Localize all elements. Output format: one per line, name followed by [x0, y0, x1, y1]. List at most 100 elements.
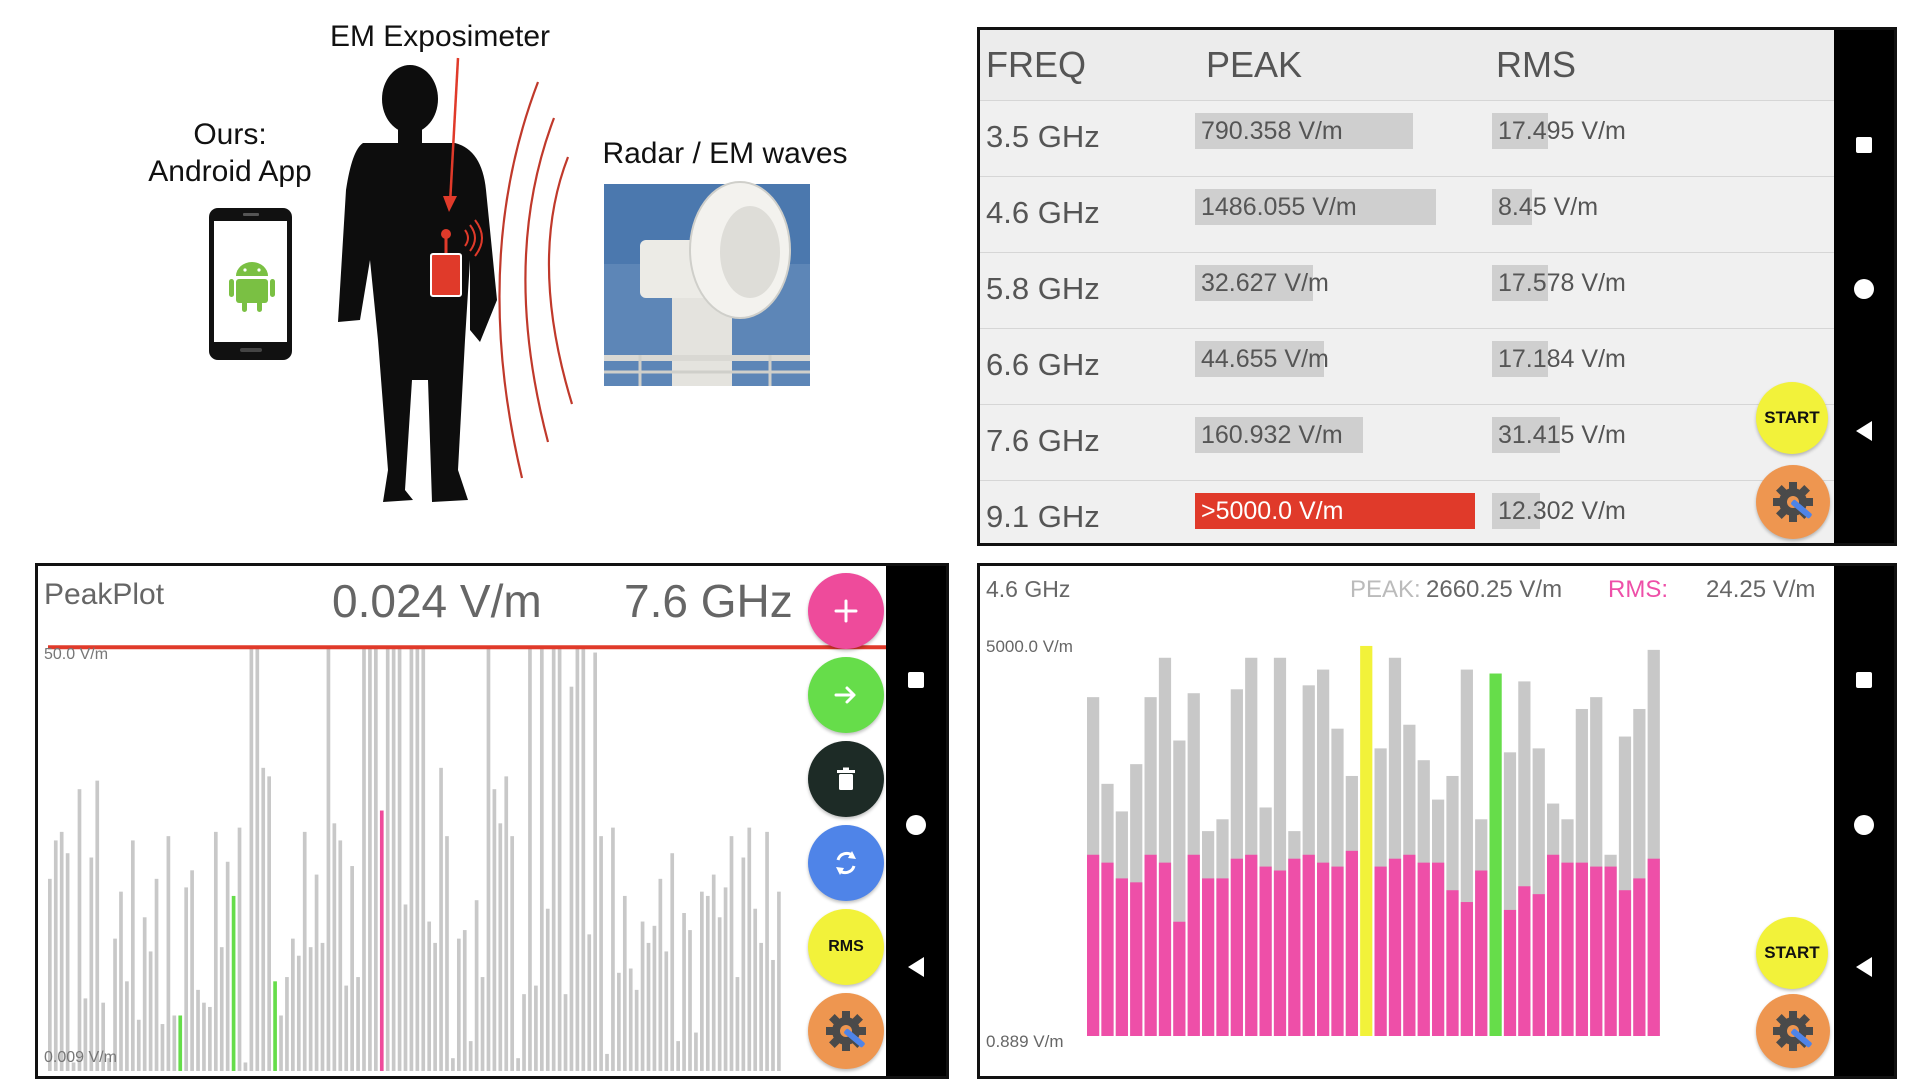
peak-bar [77, 789, 82, 1071]
peak-bar [711, 874, 716, 1071]
peak-level-bar [1195, 189, 1436, 225]
rms-label: RMS: [1608, 576, 1668, 603]
peak-bar [628, 968, 633, 1071]
rms-level-bar [1492, 113, 1548, 149]
peak-bar [119, 891, 123, 1071]
rms-bar [1503, 909, 1517, 1036]
highlight-bar [1489, 673, 1502, 1036]
delete-button[interactable] [808, 741, 884, 817]
recents-icon[interactable] [1856, 137, 1872, 153]
rms-bar [1216, 878, 1229, 1036]
header-rms: RMS [1496, 44, 1576, 85]
rms-bar [1374, 866, 1387, 1036]
android-nav-bar [1834, 566, 1894, 1076]
rms-bar [1317, 862, 1330, 1036]
next-button[interactable] [808, 657, 884, 733]
person-silhouette [338, 65, 497, 502]
peak-bar [622, 895, 627, 1071]
peak-bar [113, 938, 117, 1071]
header-freq: FREQ [986, 44, 1087, 85]
ours-label-line1: Ours: [193, 118, 267, 151]
rms-bar [1187, 854, 1200, 1036]
add-button[interactable] [808, 573, 884, 649]
rms-bar [1101, 862, 1114, 1036]
peak-bar [534, 985, 538, 1071]
radar-label: Radar / EM waves [602, 137, 848, 170]
peak-bar [326, 648, 331, 1071]
home-icon[interactable] [1854, 815, 1874, 835]
peak-bar [771, 959, 775, 1071]
settings-button[interactable] [1756, 994, 1830, 1068]
peak-bar [243, 1062, 248, 1071]
peakplot-title: PeakPlot [44, 578, 165, 611]
peak-bar [196, 989, 200, 1071]
refresh-button[interactable] [808, 825, 884, 901]
peak-bar [468, 1041, 473, 1071]
peak-bar [705, 895, 710, 1071]
exposimeter-label: EM Exposimeter [329, 20, 551, 53]
recents-icon[interactable] [908, 672, 924, 688]
home-icon[interactable] [906, 815, 926, 835]
peak-bar [397, 648, 402, 1071]
illustration: EM Exposimeter Ours: Android App Radar /… [0, 0, 960, 540]
peak-bar [172, 1015, 177, 1071]
peak-bar [285, 977, 289, 1071]
peak-rms-bar-chart [1087, 645, 1660, 1036]
rms-bar [1432, 862, 1445, 1036]
peak-bar [125, 981, 129, 1071]
peak-bar [344, 985, 349, 1071]
peak-bar [320, 942, 325, 1071]
settings-button[interactable] [1756, 465, 1830, 539]
peak-bar [391, 648, 396, 1071]
rms-bar [1158, 862, 1172, 1036]
peak-bar [332, 823, 337, 1071]
peak-bar [421, 648, 426, 1071]
peak-bar [160, 1024, 165, 1071]
rms-bar [1173, 921, 1186, 1036]
peak-bar [729, 836, 734, 1071]
start-button[interactable]: START [1756, 917, 1828, 989]
peak-bar [415, 648, 420, 1071]
peak-bar [462, 930, 467, 1071]
back-icon[interactable] [1856, 421, 1872, 441]
peak-bar [516, 1058, 520, 1071]
frequency-cell: 7.6 GHz [986, 423, 1100, 458]
rms-bar [1115, 878, 1128, 1036]
peak-bar [302, 831, 307, 1071]
peak-bar [498, 823, 503, 1071]
peak-bar [510, 836, 515, 1071]
peak-bar [456, 938, 461, 1071]
rms-bar [1087, 854, 1100, 1036]
rms-cell: 8.45 V/m [1498, 193, 1599, 221]
gear-wrench-icon [1773, 482, 1813, 522]
peak-cell: 790.358 V/m [1201, 117, 1343, 145]
peak-bar [403, 904, 408, 1071]
peak-bar [107, 1058, 111, 1071]
rms-bar [1547, 854, 1560, 1036]
rms-bar [1590, 866, 1603, 1036]
frequency-cell: 3.5 GHz [986, 119, 1100, 154]
peak-bar [735, 977, 740, 1071]
start-button[interactable]: START [1756, 382, 1828, 454]
peak-bar [747, 827, 752, 1071]
peak-bar [427, 921, 432, 1071]
peak-bar [658, 878, 663, 1071]
current-value: 0.024 V/m [332, 575, 542, 627]
peak-bar [374, 648, 378, 1071]
peak-bar [474, 900, 479, 1071]
gear-wrench-icon [826, 1011, 866, 1051]
back-icon[interactable] [908, 957, 924, 977]
rms-level-bar [1492, 341, 1548, 377]
rms-button[interactable]: RMS [808, 909, 884, 985]
peak-bar [356, 977, 360, 1071]
peak-plot-screen: PeakPlot 0.024 V/m 7.6 GHz 50.0 V/m 0.00… [35, 563, 949, 1079]
back-icon[interactable] [1856, 957, 1872, 977]
rms-bar [1245, 854, 1258, 1036]
recents-icon[interactable] [1856, 672, 1872, 688]
settings-button[interactable] [808, 993, 884, 1069]
home-icon[interactable] [1854, 279, 1874, 299]
start-label: START [1764, 408, 1820, 427]
peak-bar [439, 767, 443, 1071]
peak-bar [65, 853, 70, 1071]
peak-bar [255, 648, 260, 1071]
